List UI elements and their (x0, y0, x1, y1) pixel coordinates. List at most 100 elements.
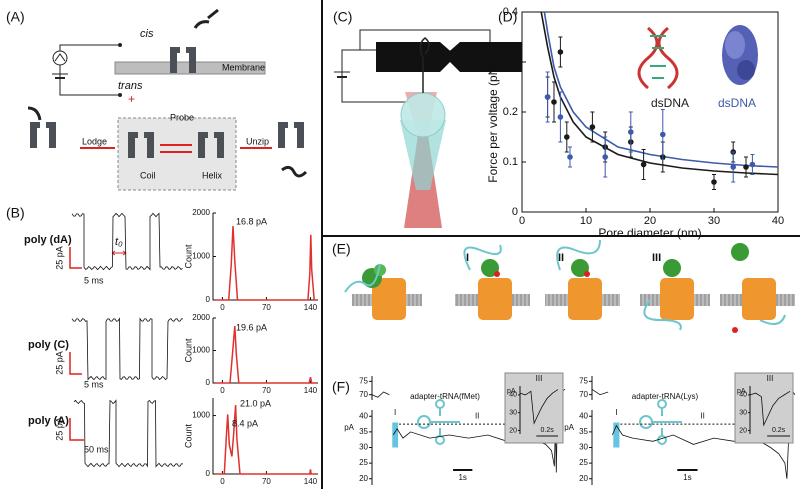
trace-name: poly (C) (28, 339, 69, 351)
pore (30, 122, 56, 148)
region-i (392, 422, 399, 448)
x-tick-label: 140 (304, 386, 318, 395)
label: trans (118, 80, 143, 92)
point (711, 179, 717, 185)
y-tick-label: 1000 (192, 411, 210, 420)
ammeter-icon (54, 53, 66, 62)
y-tick-label: 35 (359, 427, 368, 436)
x-tick-label: 0 (220, 477, 225, 486)
y-tick-label: 0 (206, 378, 211, 387)
region-label: I (394, 408, 396, 417)
point (749, 161, 756, 168)
y-tick-label: 1000 (192, 252, 210, 261)
y-tick-label: 30 (509, 410, 517, 417)
point (589, 124, 596, 130)
y-axis-label: pA (344, 423, 354, 432)
panel-label: (F) (332, 379, 350, 395)
scale-label: 5 ms (84, 379, 104, 389)
scale-label: 0.2s (541, 427, 555, 434)
y-tick-label: 0 (206, 469, 211, 478)
illustrations (344, 239, 795, 333)
trace-name: poly (A) (28, 415, 69, 427)
x-tick-label: 70 (262, 386, 271, 395)
scale-label: 1s (458, 473, 466, 482)
point (564, 134, 570, 140)
region-label: II (475, 411, 479, 420)
scale-label: 0.2s (772, 427, 786, 434)
x-tick-label: 0 (519, 215, 525, 227)
trace-title: adapter-tRNA(Lys) (632, 392, 699, 401)
label: Probe (170, 112, 194, 122)
y-tick-label: 75 (579, 376, 588, 385)
x-tick-label: 20 (644, 215, 656, 227)
y-tick-label: 75 (359, 376, 368, 385)
point (730, 164, 736, 170)
panel-b: (B) poly (dA) poly (C) poly (A) 25 pA 5 … (6, 205, 184, 468)
y-tick-label: 20 (739, 427, 747, 434)
dna (27, 106, 42, 121)
histogram: 0 1000 2000 0 70 140 Count 19.6 pA (183, 313, 318, 395)
x-tick-label: 140 (304, 303, 318, 312)
panel-a: (A) cis trans Membrane + Lodge Probe Coi… (6, 8, 308, 191)
point (602, 154, 608, 160)
label: Helix (202, 170, 223, 180)
region-label: I (615, 408, 617, 417)
trace-title: adapter-tRNA(fMet) (410, 392, 480, 401)
point (660, 131, 666, 138)
panel-label: (E) (332, 241, 351, 257)
y-tick-label: 0.2 (503, 106, 518, 118)
point (567, 154, 573, 160)
circuit (59, 44, 120, 96)
dna (193, 8, 219, 29)
inset-box (734, 372, 794, 444)
y-tick-label: 0.1 (503, 156, 518, 168)
y-tick-label: 0 (512, 206, 518, 218)
y-tick-label: 0.3 (503, 56, 518, 68)
annotation: 16.8 pA (236, 216, 267, 226)
annotation: dsDNA (651, 96, 689, 110)
step-label: II (558, 252, 564, 264)
annotation: 21.0 pA (240, 398, 271, 408)
panel-label: (B) (6, 205, 25, 221)
point (640, 161, 647, 168)
label: cis (140, 28, 154, 40)
x-axis-label: Pore diameter (nm) (598, 226, 701, 240)
electrode (118, 93, 122, 97)
dwell-arrow (111, 250, 127, 256)
fit-curve (540, 11, 779, 176)
dwell-label: t₀ (115, 236, 123, 248)
point (743, 164, 749, 170)
panel-d: (D) 0 0.1 0.2 0.3 0.4 0 10 20 30 40 Pore diameter … (486, 6, 784, 240)
scale-bar (69, 247, 84, 441)
y-axis-label: pA (564, 423, 574, 432)
panel-label: (A) (6, 9, 25, 25)
x-tick-label: 30 (708, 215, 720, 227)
bead (400, 92, 446, 138)
event-trace (71, 317, 184, 381)
label: Lodge (82, 136, 107, 146)
ammeter (52, 50, 68, 66)
panel-e: (E) I II III (332, 239, 795, 333)
label: Coil (140, 170, 156, 180)
y-tick-label: 40 (509, 392, 517, 399)
scale-label: 1s (683, 473, 691, 482)
point (557, 49, 564, 55)
step-label: III (652, 252, 661, 264)
x-tick-label: 0 (220, 386, 225, 395)
y-tick-label: 1000 (192, 346, 210, 355)
inset-trace (749, 390, 791, 427)
event-trace (71, 212, 183, 271)
x-tick-label: 40 (772, 215, 784, 227)
region-label: II (700, 411, 704, 420)
point (551, 99, 557, 105)
sign: + (128, 92, 135, 106)
panel-c: (C) (333, 9, 522, 228)
annotation: 8.4 pA (232, 418, 258, 428)
dna (419, 37, 430, 93)
probe-box (117, 117, 237, 191)
trace-name: poly (dA) (24, 234, 72, 246)
y-tick-label: 0 (206, 295, 211, 304)
scale-label: 50 ms (84, 444, 109, 454)
